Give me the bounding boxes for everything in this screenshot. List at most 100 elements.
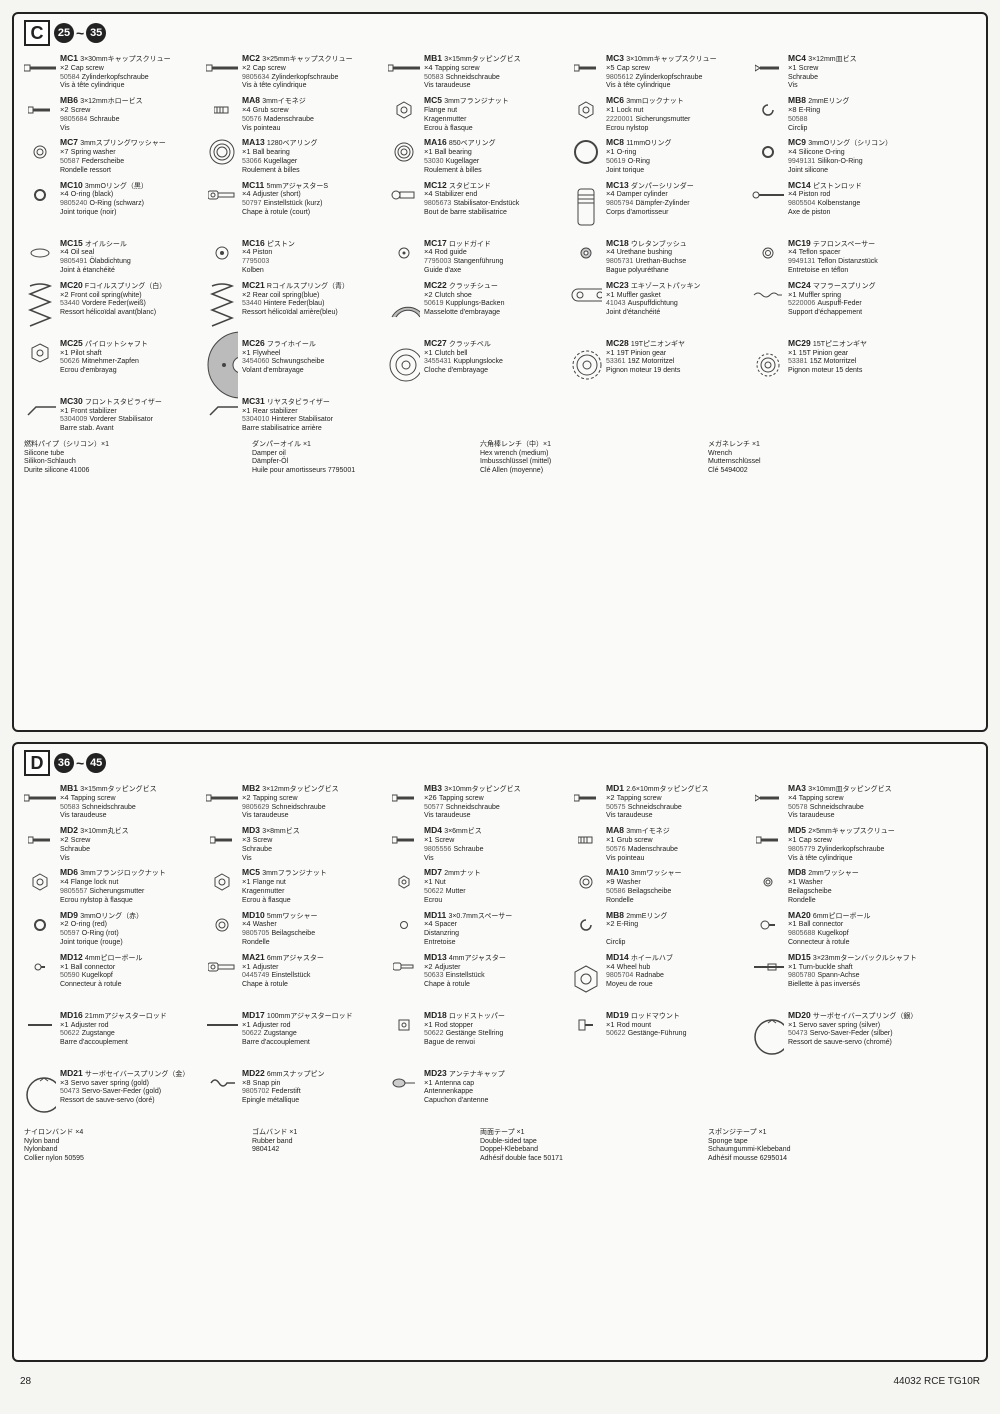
part-text: MC13 ダンパーシリンダー ×4 Damper cylinder 980579… xyxy=(606,181,746,217)
ball-sm-icon xyxy=(24,953,56,981)
extras-c: 燃料パイプ（シリコン）×1 Silicone tube Silikon-Schl… xyxy=(24,441,976,476)
part-num: 9949131 xyxy=(788,258,815,265)
part-de: Zugstange xyxy=(82,1030,115,1037)
ering-icon xyxy=(752,96,784,124)
part-num: 9805794 xyxy=(606,200,633,207)
part-fr: Volant d'embrayage xyxy=(242,367,304,374)
part-en: Lock nut xyxy=(617,107,643,114)
part-num: 9805491 xyxy=(60,258,87,265)
part-en: Ball connector xyxy=(71,964,115,971)
extra-jp: ナイロンバンド ×4 xyxy=(24,1129,244,1138)
part-de: Urethan-Buchse xyxy=(636,258,687,265)
part-num: 50586 xyxy=(606,888,625,895)
part-jp: 3×10mmキャップスクリュー xyxy=(626,56,716,63)
part-en: Tapping screw xyxy=(617,795,662,802)
section-letter-d: D xyxy=(24,750,50,776)
part-qty: ×2 xyxy=(424,290,433,299)
part-code: MC31 xyxy=(242,396,265,406)
part-text: MA3 3×10mm皿タッピングビス ×4 Tapping screw 5057… xyxy=(788,784,928,820)
part-en: Cap screw xyxy=(253,65,286,72)
spring-ring-icon xyxy=(24,1069,56,1121)
part-jp: パイロットシャフト xyxy=(85,341,148,348)
part-en: Cap screw xyxy=(617,65,650,72)
part-item: MC7 3mmスプリングワッシャー ×7 Spring washer 50587… xyxy=(24,138,200,174)
part-code: MD17 xyxy=(242,1010,265,1020)
extra-en: Sponge tape xyxy=(708,1138,928,1147)
part-qty: ×2 xyxy=(242,290,251,299)
part-de: Zylinderkopfschraube xyxy=(818,846,885,853)
extra-item: 燃料パイプ（シリコン）×1 Silicone tube Silikon-Schl… xyxy=(24,441,244,476)
part-jp: ダンパーシリンダー xyxy=(631,183,694,190)
part-code: MC24 xyxy=(788,280,811,290)
part-code: MA21 xyxy=(242,952,265,962)
part-qty: ×1 xyxy=(60,348,69,357)
stopper-icon xyxy=(388,1011,420,1039)
part-qty: ×1 xyxy=(606,147,615,156)
part-num: 9805556 xyxy=(424,846,451,853)
part-fr: Barre d'accouplement xyxy=(60,1039,128,1046)
part-item: MD11 3×0.7mmスペーサー ×4 Spacer Distanzring … xyxy=(388,911,564,947)
part-fr: Vis taraudeuse xyxy=(606,812,653,819)
part-text: MD12 4mmピローボール ×1 Ball connector 50590 K… xyxy=(60,953,200,989)
part-code: MD6 xyxy=(60,867,78,877)
screw-short-icon xyxy=(24,96,56,124)
antenna-icon xyxy=(388,1069,420,1097)
part-num: 9805704 xyxy=(606,972,633,979)
part-de: Einstellstück xyxy=(446,972,485,979)
part-de: Teflon Distanzstück xyxy=(818,258,878,265)
ball-icon xyxy=(752,911,784,939)
part-fr: Masselotte d'embrayage xyxy=(424,309,500,316)
flywheel-icon xyxy=(206,339,238,391)
part-item: MC5 3mmフランジナット Flange nut Kragenmutter E… xyxy=(388,96,564,132)
part-qty: ×4 xyxy=(60,189,69,198)
part-de: Schneidschraube xyxy=(628,804,682,811)
part-de: O-Ring xyxy=(628,158,650,165)
part-qty: ×1 xyxy=(788,919,797,928)
part-qty: ×1 xyxy=(788,63,797,72)
part-en: O-ring (red) xyxy=(71,921,107,928)
part-item: MA3 3×10mm皿タッピングビス ×4 Tapping screw 5057… xyxy=(752,784,928,820)
spring-ring-icon xyxy=(752,1011,784,1063)
part-code: MD2 xyxy=(60,825,78,835)
part-num: 53066 xyxy=(242,158,261,165)
part-fr: Joint silicone xyxy=(788,167,828,174)
part-qty: ×1 xyxy=(606,1020,615,1029)
part-de: Dämpfer-Zylinder xyxy=(636,200,690,207)
part-code: MC27 xyxy=(424,338,447,348)
part-code: MC20 xyxy=(60,280,83,290)
extra-jp: メガネレンチ ×1 xyxy=(708,441,928,450)
part-qty: ×4 xyxy=(424,919,433,928)
part-de: Gestänge-Führung xyxy=(628,1030,687,1037)
part-jp: 2mmナット xyxy=(444,870,481,877)
part-de: Hintere Feder(blau) xyxy=(264,300,325,307)
part-num: 53440 xyxy=(242,300,261,307)
part-en: Clutch shoe xyxy=(435,292,472,299)
adjuster-icon xyxy=(206,953,238,981)
grub-icon xyxy=(570,826,602,854)
part-en: Stabilizer end xyxy=(435,191,477,198)
part-de: Schneidschraube xyxy=(272,804,326,811)
part-en: Damper cylinder xyxy=(617,191,668,198)
part-num: 9805731 xyxy=(606,258,633,265)
part-en: Front stabilizer xyxy=(71,408,117,415)
part-qty: ×1 xyxy=(606,290,615,299)
part-en: Pilot shaft xyxy=(71,350,102,357)
part-num: 53361 xyxy=(606,358,625,365)
part-item: MD20 サーボセイバースプリング（銀） ×1 Servo saver spri… xyxy=(752,1011,928,1063)
extra-jp: ダンパーオイル ×1 xyxy=(252,441,472,450)
part-jp: フロントスタビライザー xyxy=(85,399,162,406)
extra-fr: 9804142 xyxy=(252,1146,472,1155)
part-fr: Barre stabilisatrice arrière xyxy=(242,425,322,432)
part-fr: Vis xyxy=(60,125,70,132)
part-item: MC15 オイルシール ×4 Oil seal 9805491 Ölabdich… xyxy=(24,239,200,275)
part-fr: Connecteur à rotule xyxy=(788,939,849,946)
part-qty: ×1 xyxy=(606,835,615,844)
part-item: MD5 2×5mmキャップスクリュー ×1 Cap screw 9805779 … xyxy=(752,826,928,862)
part-item: MD15 3×23mmターンバックルシャフト ×1 Turn-buckle sh… xyxy=(752,953,928,1005)
part-de: Vorderer Stabilisator xyxy=(90,416,153,423)
part-num: 50576 xyxy=(242,116,261,123)
bearing-lg-icon xyxy=(206,138,238,166)
part-jp: 6mmスナップピン xyxy=(267,1071,325,1078)
part-jp: 3×15mmタッピングビス xyxy=(80,786,156,793)
part-en: Rod mount xyxy=(617,1022,651,1029)
